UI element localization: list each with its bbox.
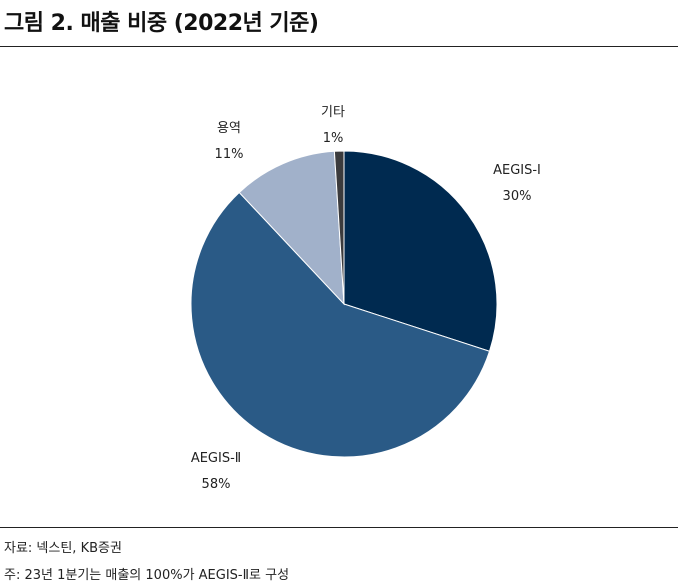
pie-slice-3 (238, 150, 345, 306)
pie-slice-4 (333, 150, 345, 305)
figure-title: 그림 2. 매출 비중 (2022년 기준) (4, 11, 319, 36)
title-divider (0, 46, 678, 47)
slice-label-3: 용역 (217, 121, 241, 136)
pie-slice-2 (190, 191, 491, 458)
slice-label-1: AEGIS-Ⅰ (493, 163, 541, 178)
pie-chart: AEGIS-Ⅰ 30% AEGIS-Ⅱ 58% 용역 11% 기타 1% (190, 105, 541, 492)
slice-label-2: AEGIS-Ⅱ (191, 451, 241, 466)
slice-value-3: 11% (215, 147, 244, 162)
footer-divider (0, 527, 678, 528)
pie-slice-1 (343, 150, 498, 352)
slice-value-4: 1% (323, 131, 344, 146)
footnote: 주: 23년 1분기는 매출의 100%가 AEGIS-Ⅱ로 구성 (4, 568, 290, 583)
slice-value-2: 58% (202, 477, 231, 492)
slice-value-1: 30% (503, 189, 532, 204)
slice-label-4: 기타 (321, 105, 345, 120)
source-note: 자료: 넥스틴, KB증권 (4, 541, 122, 556)
